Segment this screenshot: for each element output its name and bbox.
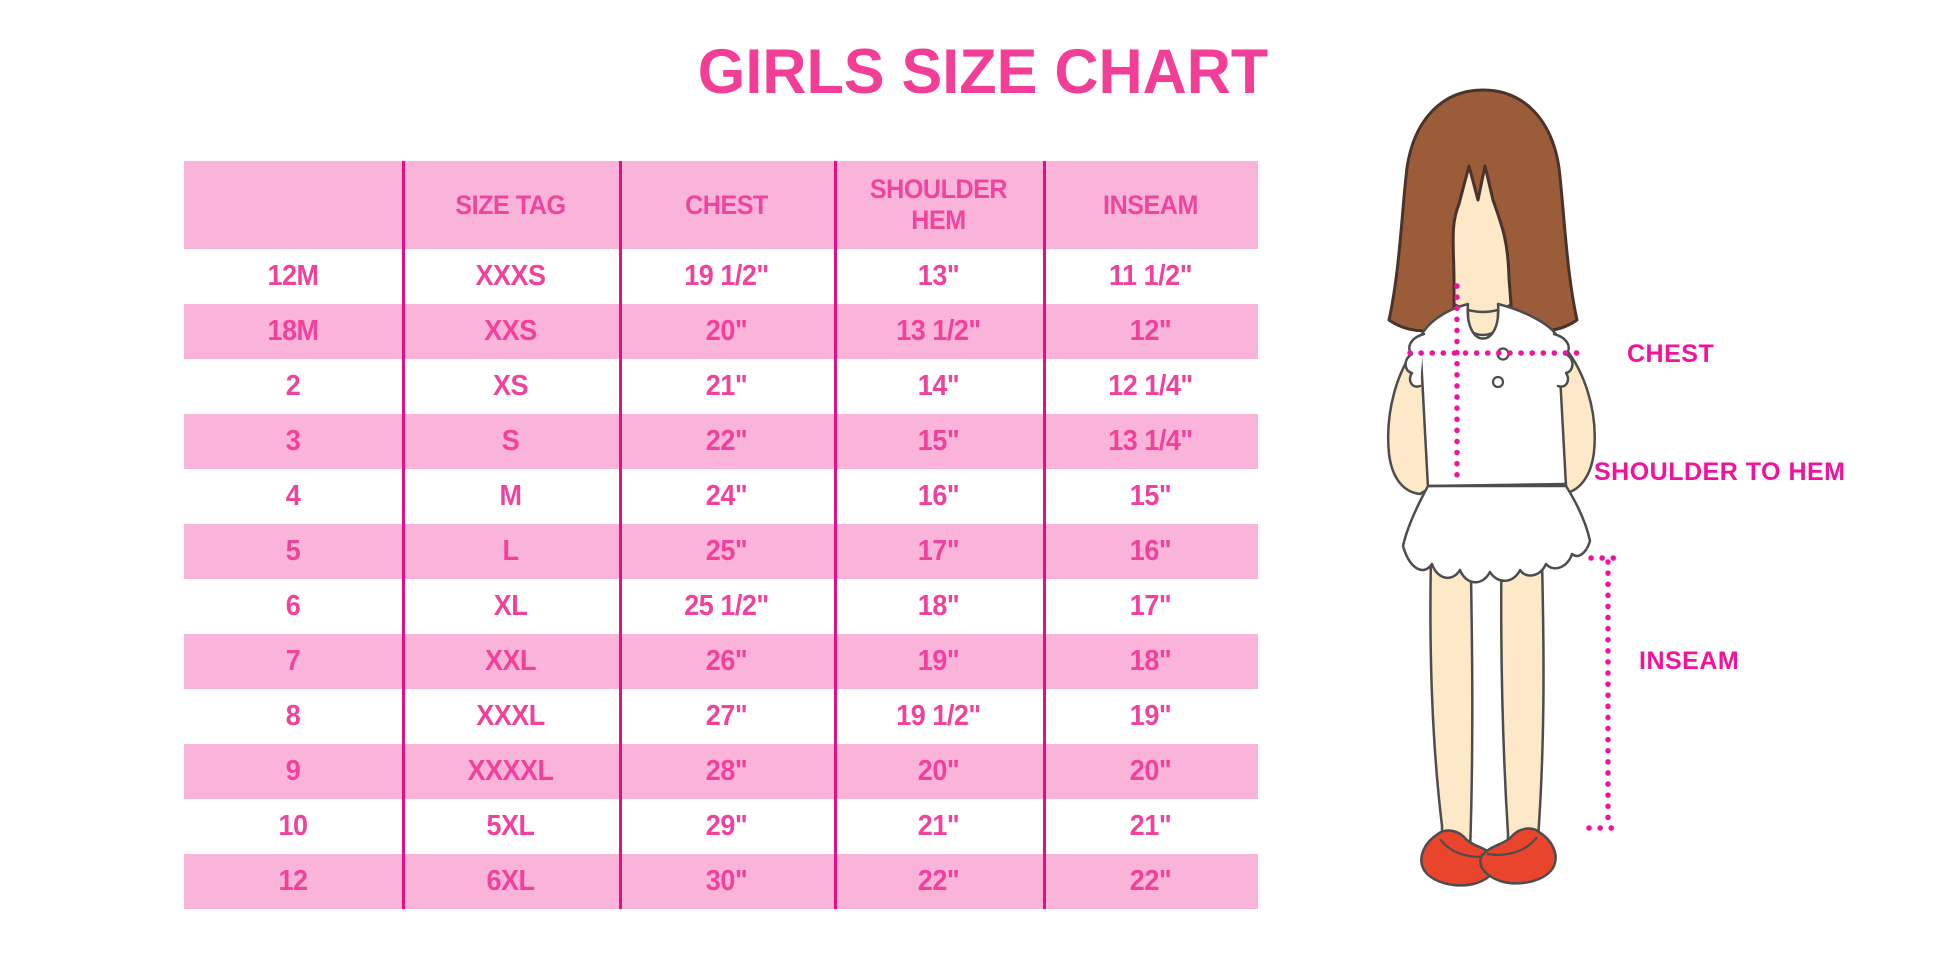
table-row: 2 XS 21" 14" 12 1/4"	[184, 359, 1258, 414]
table-row: 4 M 24" 16" 15"	[184, 469, 1258, 524]
table-row: 9 XXXXL 28" 20" 20"	[184, 744, 1258, 799]
table-cell: 15"	[1129, 480, 1172, 512]
table-cell: M	[499, 480, 522, 512]
table-cell: 12	[278, 865, 308, 897]
table-cell: 6	[285, 590, 301, 622]
table-cell: 3	[285, 425, 301, 457]
table-row: 8 XXXL 27" 19 1/2" 19"	[184, 689, 1258, 744]
table-row: 12 6XL 30" 22" 22"	[184, 854, 1258, 909]
column-divider	[1043, 161, 1046, 909]
table-row: 5 L 25" 17" 16"	[184, 524, 1258, 579]
chest-label: CHEST	[1627, 340, 1715, 368]
girl-illustration	[1387, 88, 1623, 887]
size-table: SIZE TAG CHEST SHOULDER HEM INSEAM 12M XXXS 1…	[184, 161, 1258, 909]
table-cell: 20"	[705, 315, 748, 347]
table-cell: 4	[285, 480, 301, 512]
girl-hair	[1387, 88, 1579, 333]
table-cell: 16"	[917, 480, 960, 512]
girl-button-bottom	[1491, 375, 1505, 389]
table-cell: 25"	[705, 535, 748, 567]
table-cell: XXL	[484, 645, 537, 677]
table-cell: 19"	[917, 645, 960, 677]
inseam-label: INSEAM	[1639, 647, 1740, 675]
table-cell: 15"	[917, 425, 960, 457]
table-cell: 13"	[917, 260, 960, 292]
table-cell: 22"	[705, 425, 748, 457]
girl-waist-seam	[1427, 482, 1567, 488]
table-cell: 12M	[267, 260, 319, 292]
table-cell: 21"	[917, 810, 960, 842]
table-cell: 13 1/4"	[1108, 425, 1193, 457]
table-cell: S	[501, 425, 520, 457]
table-cell: 18"	[917, 590, 960, 622]
girl-ruffle-left	[1404, 332, 1426, 388]
column-divider	[619, 161, 622, 909]
table-cell: 18M	[267, 315, 319, 347]
table-cell: 8	[285, 700, 301, 732]
table-cell: 19 1/2"	[684, 260, 769, 292]
table-row: 10 5XL 29" 21" 21"	[184, 799, 1258, 854]
header-cell: SIZE TAG	[455, 189, 566, 220]
column-divider	[834, 161, 837, 909]
table-cell: 14"	[917, 370, 960, 402]
girl-shoes	[1420, 827, 1557, 887]
table-cell: 22"	[917, 865, 960, 897]
table-cell: L	[502, 535, 519, 567]
table-cell: 30"	[705, 865, 748, 897]
size-table-header-row: SIZE TAG CHEST SHOULDER HEM INSEAM	[184, 161, 1258, 249]
header-cell: CHEST	[685, 189, 768, 220]
table-cell: XL	[493, 590, 528, 622]
girl-legs	[1429, 516, 1545, 856]
table-row: 6 XL 25 1/2" 18" 17"	[184, 579, 1258, 634]
table-cell: 9	[285, 755, 301, 787]
table-cell: XXXS	[475, 260, 546, 292]
table-row: 12M XXXS 19 1/2" 13" 11 1/2"	[184, 249, 1258, 304]
table-cell: 21"	[705, 370, 748, 402]
table-cell: 28"	[705, 755, 748, 787]
table-cell: 19"	[1129, 700, 1172, 732]
table-cell: 26"	[705, 645, 748, 677]
table-cell: 24"	[705, 480, 748, 512]
table-cell: 17"	[917, 535, 960, 567]
table-row: 3 S 22" 15" 13 1/4"	[184, 414, 1258, 469]
table-row: 7 XXL 26" 19" 18"	[184, 634, 1258, 689]
column-divider	[402, 161, 405, 909]
table-cell: XXXL	[476, 700, 545, 732]
table-cell: 20"	[917, 755, 960, 787]
table-cell: 17"	[1129, 590, 1172, 622]
table-cell: 10	[278, 810, 308, 842]
header-cell: SHOULDER HEM	[869, 174, 1008, 235]
table-cell: XXS	[484, 315, 537, 347]
table-cell: XS	[492, 370, 529, 402]
girl-ruffle-right	[1552, 332, 1574, 388]
table-cell: 13 1/2"	[896, 315, 981, 347]
table-cell: 12 1/4"	[1108, 370, 1193, 402]
table-cell: XXXXL	[467, 755, 554, 787]
table-cell: 18"	[1129, 645, 1172, 677]
page-title: GIRLS SIZE CHART	[697, 37, 1269, 107]
table-cell: 5XL	[486, 810, 535, 842]
table-cell: 25 1/2"	[684, 590, 769, 622]
table-cell: 16"	[1129, 535, 1172, 567]
table-cell: 27"	[705, 700, 748, 732]
table-cell: 12"	[1129, 315, 1172, 347]
table-row: 18M XXS 20" 13 1/2" 12"	[184, 304, 1258, 359]
table-cell: 29"	[705, 810, 748, 842]
table-cell: 21"	[1129, 810, 1172, 842]
table-cell: 19 1/2"	[896, 700, 981, 732]
table-cell: 22"	[1129, 865, 1172, 897]
girl-skirt	[1401, 484, 1592, 584]
size-table-body: 12M XXXS 19 1/2" 13" 11 1/2" 18M XXS 20" 13 1/2"…	[184, 249, 1258, 909]
table-cell: 20"	[1129, 755, 1172, 787]
table-cell: 11 1/2"	[1108, 260, 1193, 292]
table-cell: 5	[285, 535, 301, 567]
table-cell: 7	[285, 645, 301, 677]
girl-top	[1418, 302, 1568, 490]
table-cell: 6XL	[486, 865, 535, 897]
table-cell: 2	[285, 370, 301, 402]
header-cell: INSEAM	[1103, 189, 1198, 220]
shoulder-to-hem-label: SHOULDER TO HEM	[1594, 458, 1846, 486]
